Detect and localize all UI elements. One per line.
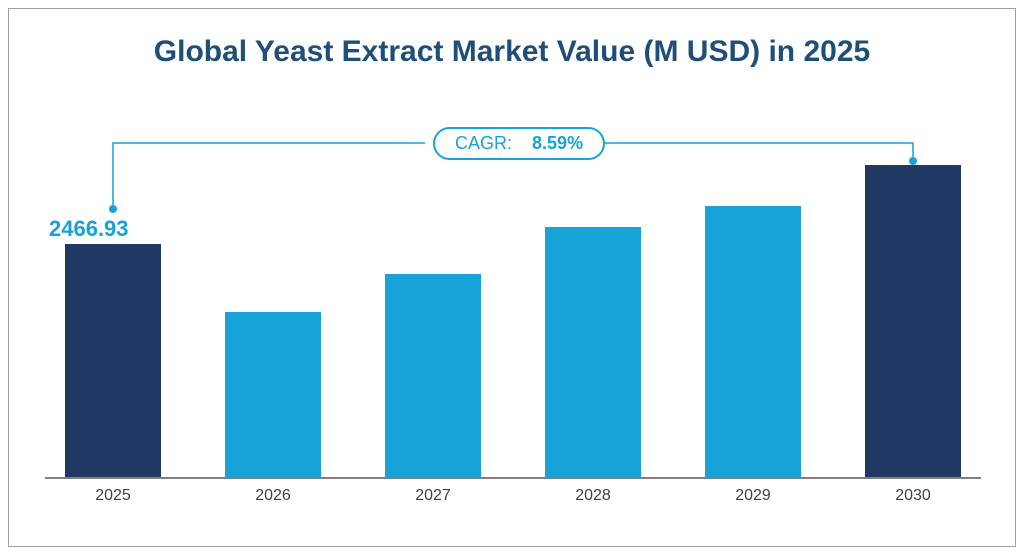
chart-title: Global Yeast Extract Market Value (M USD… xyxy=(9,35,1015,69)
bar xyxy=(545,227,641,477)
x-axis-label: 2029 xyxy=(705,487,801,505)
bar xyxy=(225,312,321,477)
bar xyxy=(65,244,161,477)
x-axis-label: 2025 xyxy=(65,487,161,505)
bar xyxy=(705,206,801,477)
chart-area: CAGR: 8.59% 2466.93 20252026202720282029… xyxy=(45,139,981,519)
bar xyxy=(865,165,961,477)
chart-frame: Global Yeast Extract Market Value (M USD… xyxy=(8,8,1016,547)
x-axis-label: 2026 xyxy=(225,487,321,505)
x-axis-label: 2028 xyxy=(545,487,641,505)
bar xyxy=(385,274,481,477)
plot-area xyxy=(45,139,981,479)
x-axis-label: 2030 xyxy=(865,487,961,505)
x-axis-label: 2027 xyxy=(385,487,481,505)
